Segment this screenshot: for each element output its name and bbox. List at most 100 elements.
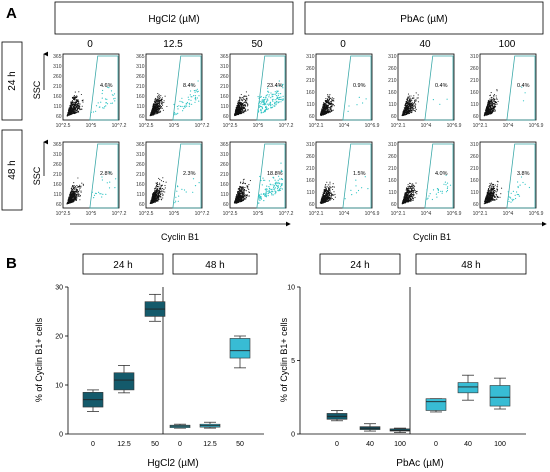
gated-event-dot xyxy=(271,104,273,106)
y-tick-label: 60 xyxy=(309,114,315,120)
event-dot xyxy=(329,190,331,192)
gated-event-dot xyxy=(259,175,261,178)
event-dot xyxy=(408,182,411,184)
event-dot xyxy=(162,194,164,196)
gated-event-dot xyxy=(188,99,190,101)
event-dot xyxy=(248,195,250,197)
event-dot xyxy=(325,98,327,100)
y-tick-label: 260 xyxy=(136,162,145,168)
event-dot xyxy=(76,196,78,198)
event-dot xyxy=(74,101,76,104)
gated-event-dot xyxy=(181,97,183,99)
gated-event-dot xyxy=(268,94,270,96)
event-dot xyxy=(154,188,156,190)
event-dot xyxy=(333,194,335,196)
gated-event-dot xyxy=(183,189,186,191)
gated-event-dot xyxy=(264,194,266,196)
event-dot xyxy=(323,192,325,195)
event-dot xyxy=(320,111,322,113)
pbac-header-box xyxy=(304,1,544,35)
event-dot xyxy=(239,186,241,188)
gated-event-dot xyxy=(110,90,113,92)
gated-event-dot xyxy=(264,106,267,109)
y-tick-label: 310 xyxy=(136,64,145,70)
gate-outline xyxy=(256,55,286,121)
event-dot xyxy=(79,196,81,198)
gated-event-dot xyxy=(259,105,262,108)
gated-event-dot xyxy=(262,100,264,102)
event-dot xyxy=(327,188,330,190)
gated-event-dot xyxy=(270,97,272,99)
event-dot xyxy=(156,112,159,114)
event-dot xyxy=(245,91,247,93)
event-dot xyxy=(414,104,416,107)
gated-event-dot xyxy=(264,103,266,105)
gated-event-dot xyxy=(106,98,108,100)
gated-event-dot xyxy=(114,97,116,99)
event-dot xyxy=(331,110,333,112)
gated-event-dot xyxy=(182,110,184,112)
event-dot xyxy=(70,197,73,199)
y-tick-label: 60 xyxy=(56,202,62,208)
event-dot xyxy=(79,105,81,107)
event-dot xyxy=(411,104,413,106)
event-dot xyxy=(234,111,237,113)
event-dot xyxy=(413,95,415,97)
gated-event-dot xyxy=(173,103,175,106)
event-dot xyxy=(327,108,329,110)
event-dot xyxy=(330,100,332,103)
event-dot xyxy=(242,111,244,113)
event-dot xyxy=(237,100,240,102)
event-dot xyxy=(327,95,329,97)
event-dot xyxy=(164,191,166,193)
event-dot xyxy=(159,104,161,107)
event-dot xyxy=(485,111,488,113)
event-dot xyxy=(329,189,331,191)
event-dot xyxy=(243,182,245,184)
y-tick-label: 110 xyxy=(54,192,62,198)
event-dot xyxy=(70,191,72,193)
event-dot xyxy=(241,103,244,105)
event-dot xyxy=(413,102,415,105)
event-dot xyxy=(406,112,408,114)
gated-event-dot xyxy=(260,95,262,98)
event-dot xyxy=(490,111,492,113)
event-dot xyxy=(157,196,159,198)
event-dot xyxy=(242,186,244,188)
gated-event-dot xyxy=(102,107,104,109)
event-dot xyxy=(73,99,75,101)
event-dot xyxy=(70,108,72,110)
event-dot xyxy=(491,108,493,110)
x-tick-label: 10^2.5 xyxy=(223,123,238,129)
event-dot xyxy=(244,189,246,191)
event-dot xyxy=(412,199,414,201)
event-dot xyxy=(246,185,248,187)
event-dot xyxy=(77,195,79,197)
event-dot xyxy=(72,190,74,192)
gated-event-dot xyxy=(92,111,95,113)
event-dot xyxy=(151,111,153,113)
gated-event-dot xyxy=(265,94,267,97)
x-tick-label: 10^7.2 xyxy=(112,123,127,129)
event-dot xyxy=(73,112,75,115)
gated-event-dot xyxy=(263,193,265,195)
event-dot xyxy=(486,107,489,109)
event-dot xyxy=(77,190,79,192)
x-tick-label: 10^7.2 xyxy=(195,211,210,217)
event-dot xyxy=(327,105,329,107)
event-dot xyxy=(333,191,335,193)
y-tick-label: 60 xyxy=(391,114,397,120)
event-dot xyxy=(241,187,243,189)
event-dot xyxy=(328,112,330,114)
event-dot xyxy=(82,99,84,101)
gated-event-dot xyxy=(265,109,267,111)
gated-event-dot xyxy=(274,179,276,181)
x-tick-label: 10^4 xyxy=(421,123,432,129)
event-dot xyxy=(240,107,242,109)
event-dot xyxy=(77,177,79,179)
gated-event-dot xyxy=(432,99,434,101)
gated-event-dot xyxy=(273,105,275,107)
gated-event-dot xyxy=(278,80,280,82)
event-dot xyxy=(415,92,417,94)
event-dot xyxy=(325,101,327,103)
